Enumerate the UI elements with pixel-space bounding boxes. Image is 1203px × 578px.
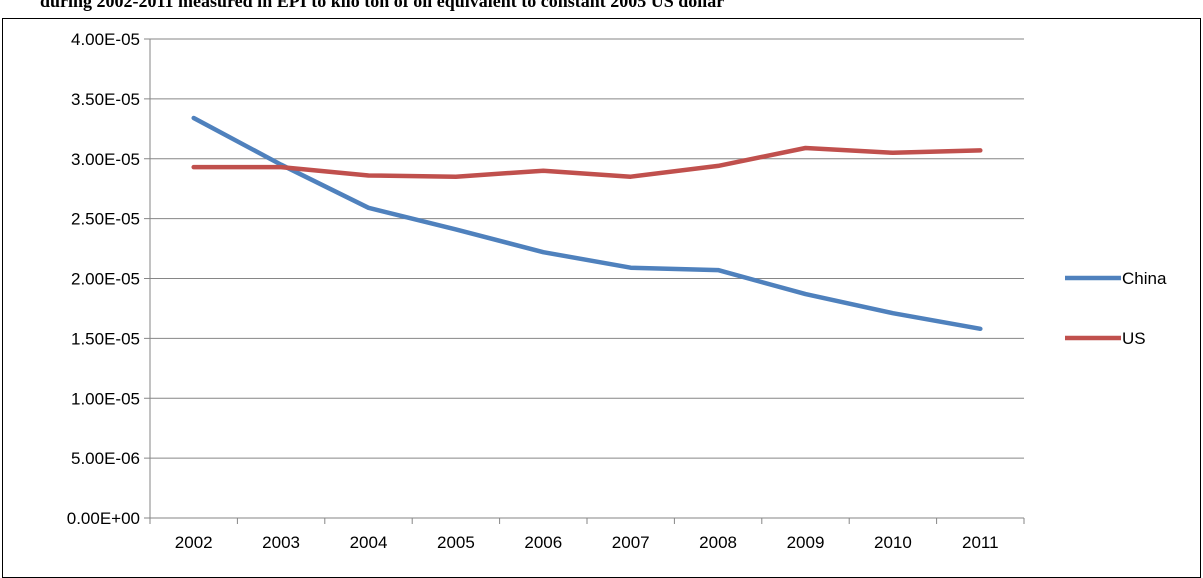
x-tick-label: 2009 (787, 533, 825, 552)
y-tick-label: 5.00E-06 (71, 449, 140, 468)
y-tick-label: 4.00E-05 (71, 30, 140, 49)
x-tick-label: 2004 (350, 533, 388, 552)
y-tick-label: 2.50E-05 (71, 210, 140, 229)
x-tick-label: 2011 (962, 533, 999, 552)
x-tick-label: 2002 (175, 533, 213, 552)
legend-label: US (1122, 329, 1146, 348)
series-line-china (191, 115, 983, 332)
y-tick-label: 3.50E-05 (71, 90, 140, 109)
x-tick-label: 2008 (699, 533, 737, 552)
y-tick-label: 1.50E-05 (71, 329, 140, 348)
y-tick-label: 1.00E-05 (71, 389, 140, 408)
y-tick-label: 2.00E-05 (71, 270, 140, 289)
x-tick-label: 2010 (874, 533, 912, 552)
series-line-us (191, 145, 983, 179)
y-tick-label: 3.00E-05 (71, 150, 140, 169)
y-tick-label: 0.00E+00 (67, 509, 140, 528)
x-tick-label: 2006 (524, 533, 562, 552)
x-tick-label: 2005 (437, 533, 475, 552)
legend-label: China (1122, 269, 1167, 288)
x-tick-label: 2003 (262, 533, 300, 552)
chart-caption: during 2002-2011 measured in EPI to kilo… (40, 0, 725, 11)
x-tick-label: 2007 (612, 533, 650, 552)
